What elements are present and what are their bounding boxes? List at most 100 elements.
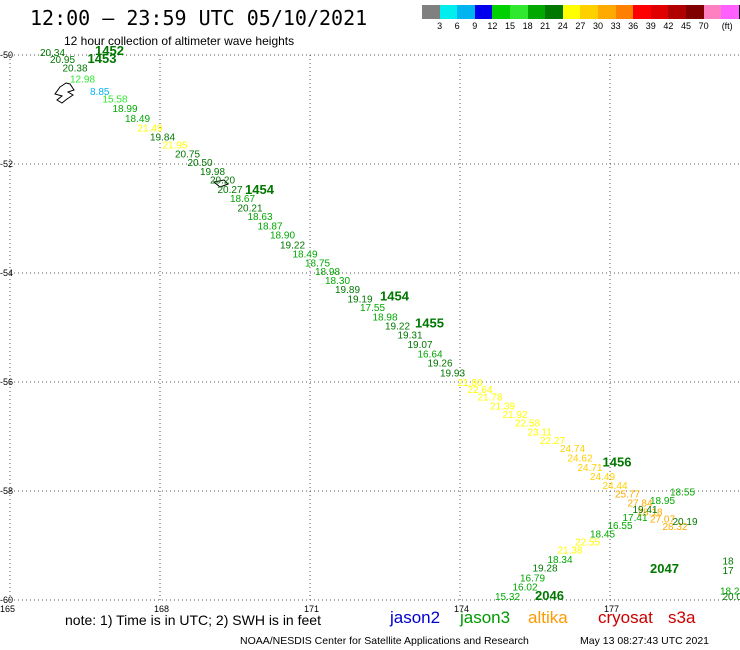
wave-height-point: 22.58: [515, 419, 540, 430]
wave-height-point: 18: [723, 557, 735, 568]
pass-time-label: 1453: [88, 51, 117, 66]
wave-height-point: 18.75: [305, 258, 330, 269]
x-tick-label: 177: [604, 604, 619, 614]
wave-height-point: 19.22: [280, 240, 305, 251]
wave-height-point: 20.19: [673, 517, 698, 528]
wave-height-point: 18.67: [230, 194, 255, 205]
wave-height-point: 27.07: [650, 515, 675, 526]
wave-height-point: 19.93: [440, 369, 465, 380]
footer-credit: NOAA/NESDIS Center for Satellite Applica…: [240, 635, 709, 647]
wave-height-point: 17.41: [623, 513, 648, 524]
satellite-legend-altika: altika: [528, 608, 568, 627]
wave-height-point: 16.79: [520, 573, 545, 584]
legend-tick-label: 27: [575, 21, 586, 31]
pass-time-label: 2046: [535, 588, 564, 603]
legend-swatch: [703, 5, 722, 19]
legend-swatch: [509, 5, 528, 19]
wave-height-point: 21.39: [490, 401, 515, 412]
wave-height-point: 15.58: [103, 94, 128, 105]
wave-height-point: 16.02: [513, 583, 538, 594]
legend-swatch: [492, 5, 510, 19]
legend-tick-label: 36: [628, 21, 639, 31]
wave-height-point: 17: [723, 566, 735, 577]
legend-tick-label: (ft): [721, 21, 733, 31]
legend-tick-label: 24: [557, 21, 568, 31]
y-tick-label: -50: [0, 50, 13, 60]
legend-tick-label: 12: [487, 21, 498, 31]
wave-height-point: 19.84: [150, 133, 175, 144]
legend-tick-label: 45: [680, 21, 692, 31]
wave-height-point: 21.38: [558, 546, 583, 557]
map-grid: [9, 54, 740, 601]
page-subtitle: 12 hour collection of altimeter wave hei…: [64, 34, 295, 48]
wave-height-point: 20.95: [50, 55, 75, 66]
wave-height-point: 23.11: [528, 427, 553, 438]
wave-height-point: 22.64: [468, 385, 493, 396]
wave-height-point: 18.55: [670, 487, 695, 498]
wave-height-point: 24.44: [603, 481, 628, 492]
x-tick-label: 168: [154, 604, 169, 614]
wave-height-point: 22.27: [540, 436, 565, 447]
wave-height-point: 20.34: [40, 48, 65, 59]
legend-tick-label: 21: [540, 21, 551, 31]
wave-height-point: 20.75: [175, 149, 200, 160]
wave-height-point: 18.95: [650, 496, 675, 507]
wave-height-point: 18.49: [125, 114, 150, 125]
wave-height-point: 18.30: [325, 276, 350, 287]
wave-height-point: 22.55: [575, 538, 600, 549]
legend-swatch: [422, 5, 440, 19]
y-tick-label: -52: [0, 159, 13, 169]
wave-height-point: 16.64: [418, 349, 443, 360]
satellite-legend-jason2: jason2: [390, 608, 441, 627]
wave-height-point: 21.78: [478, 393, 503, 404]
legend-swatch: [597, 5, 616, 19]
wave-height-point: 19.89: [335, 285, 360, 296]
pass-time-label: 1454: [245, 182, 275, 197]
y-tick-label: -58: [0, 486, 13, 496]
wave-height-point: 21.95: [163, 141, 188, 152]
wave-height-point: 18.63: [248, 212, 273, 223]
pass-time-label: 2047: [650, 561, 679, 576]
wave-height-point: 17.55: [360, 303, 385, 314]
wave-height-point: 19.28: [533, 564, 558, 575]
satellite-legend-s3a: s3a: [668, 608, 696, 627]
legend-tick-label: 3: [437, 21, 443, 31]
legend-swatch: [527, 5, 546, 19]
legend-swatch: [545, 5, 563, 19]
wave-height-point: 19.26: [428, 359, 453, 370]
y-tick-label: -54: [0, 268, 13, 278]
wave-height-point: 19.98: [200, 167, 225, 178]
satellite-legend-cryosat: cryosat: [598, 608, 653, 627]
wave-height-point: 12.98: [70, 74, 95, 85]
legend-tick-label: 30: [592, 21, 604, 31]
wave-height-point: 18.87: [258, 221, 283, 232]
wave-height-point: 19.31: [398, 330, 423, 341]
satellite-legend-jason3: jason3: [460, 608, 511, 627]
axis-tick-labels: 165 168 171 174 177 -50 -52 -54 -56 -58 -60: [0, 50, 619, 614]
wave-height-point: 25.77: [615, 490, 640, 501]
legend-swatch: [439, 5, 458, 19]
coastline-island: [54, 82, 229, 188]
legend-tick-label: 70: [698, 21, 709, 31]
altimeter-tracks: 20.3420.9520.3812.988.8515.5818.9918.492…: [40, 48, 740, 603]
wave-height-point: 18.45: [590, 529, 615, 540]
legend-swatch: [633, 5, 651, 19]
legend-tick-label: 18: [522, 21, 533, 31]
legend-swatch: [721, 5, 739, 19]
pass-time-label: 1456: [603, 454, 632, 469]
legend-swatch: [580, 5, 598, 19]
legend-tick-label: 42: [663, 21, 674, 31]
wave-height-point: 20.27: [218, 185, 243, 196]
wave-height-point: 18.49: [293, 250, 318, 261]
wave-height-point: 19.41: [633, 505, 658, 516]
legend-swatch: [738, 5, 740, 19]
y-tick-label: -60: [0, 595, 13, 605]
wave-height-point: 18.90: [270, 231, 295, 242]
legend-tick-label: 15: [504, 21, 516, 31]
legend-tick-label: 33: [610, 21, 621, 31]
wave-height-point: 20.38: [63, 63, 88, 74]
wave-height-point: 18.2: [720, 587, 740, 598]
